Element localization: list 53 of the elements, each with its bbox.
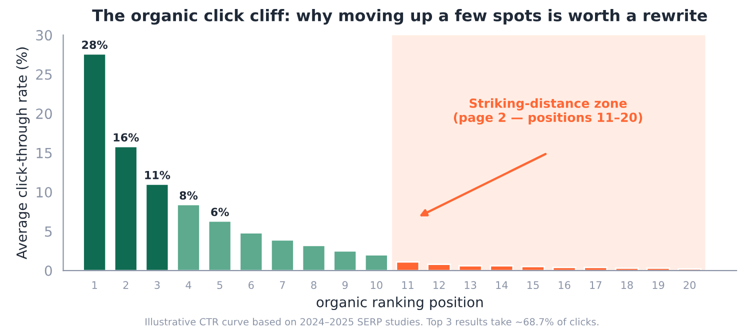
x-axis-title: organic ranking position — [316, 296, 483, 310]
y-tick-label: 0 — [44, 266, 52, 276]
x-tick-label: 13 — [464, 281, 476, 290]
data-label: 28% — [82, 40, 108, 49]
data-label: 16% — [114, 133, 139, 142]
x-tick-label: 2 — [123, 281, 128, 289]
x-tick-label: 18 — [621, 281, 633, 290]
bar — [82, 53, 107, 271]
x-tick-label: 3 — [154, 281, 160, 290]
y-tick-label: 30 — [36, 30, 52, 41]
bar — [584, 266, 608, 271]
chart-title: The organic click cliff: why moving up a few spots is worth a rewrite — [92, 9, 707, 25]
x-tick-label: 5 — [217, 281, 222, 290]
y-tick-label: 25 — [36, 69, 52, 80]
bar — [270, 239, 294, 271]
x-tick-label: 12 — [434, 281, 445, 289]
bar — [427, 264, 452, 271]
bar — [145, 184, 170, 271]
bar — [552, 266, 576, 271]
x-tick-label: 6 — [248, 281, 254, 290]
text: Illustrative CTR curve based on 2024–2025 SERP studies. Top 3 results take ~68.7% of clicks. — [146, 318, 598, 328]
bar — [239, 232, 264, 271]
annotation: Striking-distance zone (page 2 — positions 11–20) — [454, 98, 642, 125]
y-tick-label: 20 — [36, 108, 52, 120]
data-label: 6% — [211, 208, 229, 216]
data-label: 11% — [145, 170, 170, 180]
bar — [364, 254, 388, 271]
x-tick-label: 8 — [311, 281, 316, 290]
x-tick-label: 15 — [528, 281, 539, 290]
bar — [458, 265, 482, 271]
data-label: 8% — [180, 191, 198, 200]
x-tick-label: 14 — [496, 281, 508, 289]
x-tick-label: 10 — [370, 281, 382, 290]
bar — [302, 244, 326, 271]
x-tick-label: 4 — [186, 281, 192, 289]
x-tick-label: 11 — [402, 281, 414, 289]
x-tick-label: 9 — [342, 281, 348, 290]
x-tick-label: 20 — [684, 281, 696, 290]
bar — [396, 261, 420, 271]
bar — [490, 265, 514, 271]
bar — [114, 146, 138, 271]
x-tick-label: 17 — [590, 281, 602, 289]
bar — [208, 220, 232, 271]
bar — [333, 250, 358, 271]
y-tick-label: 15 — [36, 148, 52, 158]
x-tick-label: 1 — [92, 281, 97, 289]
y-axis-title: Average click-through rate (%) — [16, 47, 30, 260]
x-tick-label: 16 — [558, 281, 570, 290]
y-tick-label: 5 — [45, 226, 52, 237]
y-tick-label: 10 — [36, 187, 52, 198]
x-tick-label: 7 — [280, 281, 285, 289]
x-tick-label: 19 — [652, 281, 664, 290]
bar — [176, 204, 200, 271]
